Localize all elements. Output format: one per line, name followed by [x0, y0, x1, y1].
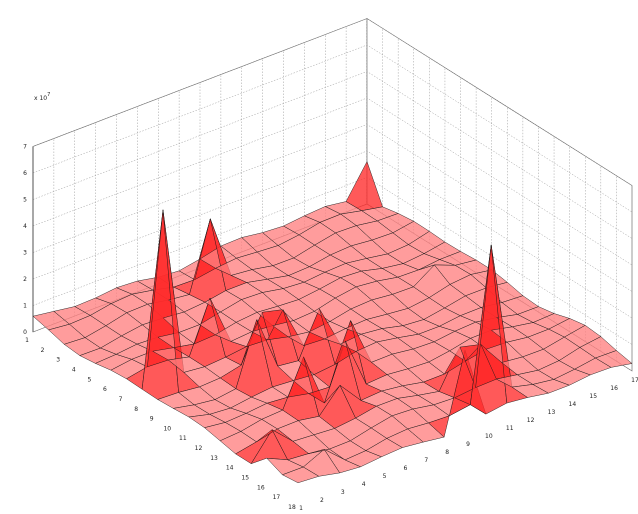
z-exponent-label: x 107 — [34, 92, 50, 102]
x-tick-label: 6 — [403, 465, 407, 472]
z-tick-label: 6 — [23, 170, 27, 177]
x-tick-label: 11 — [506, 425, 514, 432]
y-tick-label: 4 — [72, 366, 76, 373]
surface-mesh — [32, 161, 633, 484]
x-tick-label: 1 — [299, 505, 303, 512]
z-tick-label: 1 — [23, 303, 27, 310]
y-tick-label: 2 — [41, 347, 45, 354]
x-tick-label: 3 — [341, 489, 345, 496]
x-tick-label: 12 — [527, 417, 535, 424]
x-tick-label: 10 — [485, 433, 493, 440]
y-tick-label: 15 — [241, 475, 249, 482]
x-tick-label: 15 — [589, 393, 597, 400]
y-tick-label: 7 — [119, 396, 123, 403]
x-tick-label: 14 — [569, 401, 577, 408]
surface-face — [594, 350, 633, 368]
y-tick-label: 10 — [163, 425, 171, 432]
z-tick-label: 3 — [23, 250, 27, 257]
z-tick-label: 7 — [23, 144, 27, 151]
y-tick-label: 12 — [195, 445, 203, 452]
z-tick-label: 0 — [23, 329, 27, 336]
x-tick-label: 9 — [466, 441, 470, 448]
x-tick-label: 13 — [548, 409, 556, 416]
x-tick-label: 17 — [631, 377, 638, 384]
y-tick-label: 9 — [150, 416, 154, 423]
z-tick-label: 2 — [23, 276, 27, 283]
x-tick-label: 8 — [445, 449, 449, 456]
x-tick-label: 16 — [610, 385, 618, 392]
z-tick-label: 4 — [23, 223, 27, 230]
y-tick-label: 14 — [226, 465, 234, 472]
y-tick-label: 1 — [25, 337, 29, 344]
y-tick-label: 11 — [179, 435, 187, 442]
x-tick-label: 2 — [320, 497, 324, 504]
y-tick-label: 5 — [87, 376, 91, 383]
x-tick-label: 5 — [383, 473, 387, 480]
y-tick-label: 3 — [56, 357, 60, 364]
grid-line-z — [32, 150, 633, 319]
y-tick-label: 17 — [273, 494, 281, 501]
y-tick-label: 8 — [134, 406, 138, 413]
x-tick-label: 4 — [362, 481, 366, 488]
x-tick-label: 7 — [424, 457, 428, 464]
z-tick-label: 5 — [23, 197, 27, 204]
y-tick-label: 18 — [288, 504, 296, 511]
y-tick-label: 13 — [210, 455, 218, 462]
y-tick-label: 16 — [257, 484, 265, 491]
grid-line-z — [32, 18, 633, 186]
y-tick-label: 6 — [103, 386, 107, 393]
